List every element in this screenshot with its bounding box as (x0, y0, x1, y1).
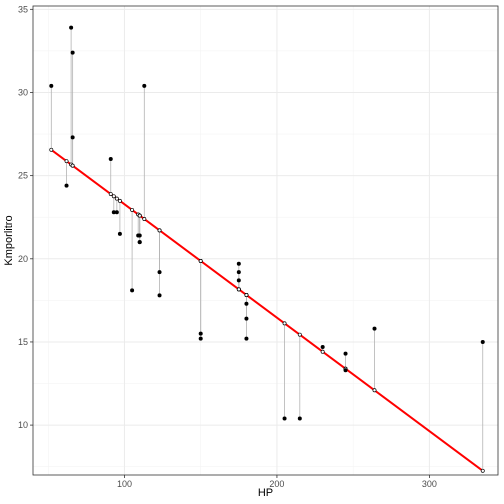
y-tick-label: 10 (18, 420, 28, 430)
data-point (480, 339, 485, 344)
x-axis-title: HP (258, 487, 273, 499)
y-tick-label: 20 (18, 254, 28, 264)
fitted-point (282, 321, 287, 326)
data-point (69, 25, 74, 30)
fitted-point (320, 349, 325, 354)
fitted-point (372, 388, 377, 393)
data-point (343, 368, 348, 373)
fitted-point (70, 163, 75, 168)
fitted-point (137, 213, 142, 218)
x-tick-label: 100 (117, 479, 132, 489)
data-point (244, 316, 249, 321)
fitted-point (64, 159, 69, 164)
data-point (198, 331, 203, 336)
fitted-point (297, 332, 302, 337)
data-point (70, 50, 75, 55)
data-point (142, 83, 147, 88)
data-point (198, 336, 203, 341)
fit-line-group (50, 148, 484, 472)
fitted-point (49, 147, 54, 152)
panel-border (32, 5, 499, 476)
y-tick-label: 25 (18, 171, 28, 181)
data-point (49, 83, 54, 88)
data-point (130, 288, 135, 293)
data-point (343, 351, 348, 356)
fitted-point (117, 198, 122, 203)
data-point (111, 210, 116, 215)
fitted-point (157, 228, 162, 233)
y-tick-label: 30 (18, 87, 28, 97)
data-point (236, 278, 241, 283)
x-tick-label: 200 (269, 479, 284, 489)
data-point (236, 270, 241, 275)
fitted-point (108, 192, 113, 196)
data-point (137, 233, 142, 238)
fitted-point (111, 194, 116, 199)
x-tick-label: 300 (422, 479, 437, 489)
data-point (244, 336, 249, 341)
data-point (244, 301, 249, 306)
fitted-point (142, 217, 147, 221)
data-point (157, 293, 162, 298)
y-tick-label: 35 (18, 4, 28, 14)
fitted-point (236, 287, 241, 292)
data-point (236, 261, 241, 266)
minor-gridlines (33, 6, 498, 475)
data-point (157, 270, 162, 275)
y-axis-title: Kmporlitro (3, 215, 15, 265)
y-axis-ticks: 10 15 20 25 30 35 (18, 4, 33, 430)
data-point (137, 240, 142, 245)
data-point (64, 183, 69, 188)
fitted-point (480, 468, 485, 473)
data-points (49, 25, 485, 421)
fitted-point (198, 259, 203, 263)
regression-line (50, 148, 484, 472)
data-point (117, 231, 122, 236)
data-point (297, 416, 302, 421)
x-axis-ticks: 100 200 300 (117, 475, 437, 489)
data-point (372, 326, 377, 331)
fitted-point (244, 293, 249, 297)
data-point (114, 210, 119, 215)
data-point (108, 157, 113, 162)
y-tick-label: 15 (18, 337, 28, 347)
data-point (70, 135, 75, 140)
data-point (320, 344, 325, 349)
fitted-point (130, 207, 135, 212)
fitted-point (114, 196, 119, 201)
data-point (282, 416, 287, 421)
